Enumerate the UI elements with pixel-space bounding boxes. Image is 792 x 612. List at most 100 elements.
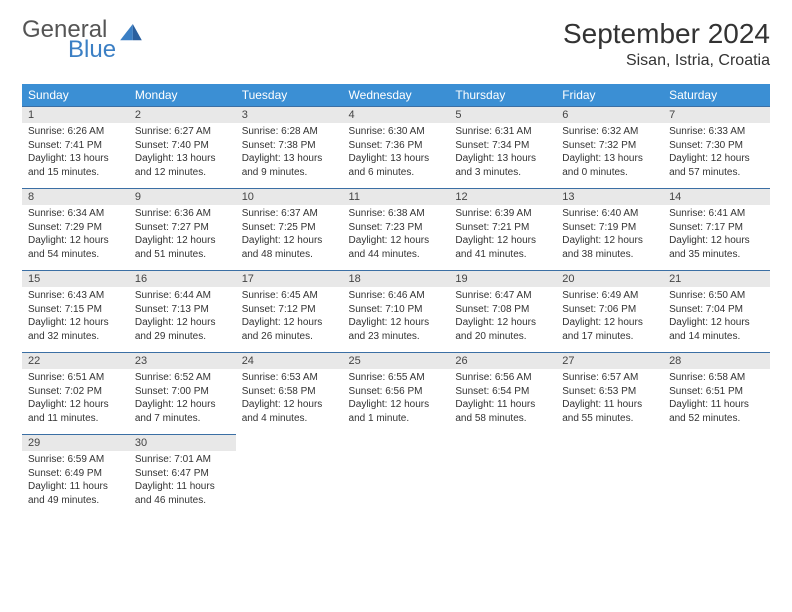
day-body: Sunrise: 6:43 AMSunset: 7:15 PMDaylight:… [22,287,129,347]
day-body: Sunrise: 6:44 AMSunset: 7:13 PMDaylight:… [129,287,236,347]
day-body: Sunrise: 6:30 AMSunset: 7:36 PMDaylight:… [343,123,450,183]
month-title: September 2024 [563,18,770,50]
sunrise-text: Sunrise: 6:43 AM [28,289,123,303]
day-body: Sunrise: 6:59 AMSunset: 6:49 PMDaylight:… [22,451,129,511]
weekday-header: Friday [556,84,663,107]
sunset-text: Sunset: 7:38 PM [242,139,337,153]
sunset-text: Sunset: 7:10 PM [349,303,444,317]
sunset-text: Sunset: 7:25 PM [242,221,337,235]
calendar-day-cell: 22Sunrise: 6:51 AMSunset: 7:02 PMDayligh… [22,353,129,435]
daylight-text: Daylight: 12 hours and 57 minutes. [669,152,764,179]
day-body: Sunrise: 6:37 AMSunset: 7:25 PMDaylight:… [236,205,343,265]
calendar-day-cell: 18Sunrise: 6:46 AMSunset: 7:10 PMDayligh… [343,271,450,353]
day-number: 18 [343,271,450,287]
day-body: Sunrise: 6:57 AMSunset: 6:53 PMDaylight:… [556,369,663,429]
calendar-day-cell: 30Sunrise: 7:01 AMSunset: 6:47 PMDayligh… [129,435,236,517]
day-body: Sunrise: 6:46 AMSunset: 7:10 PMDaylight:… [343,287,450,347]
weekday-header: Tuesday [236,84,343,107]
calendar-day-cell [663,435,770,517]
day-number: 14 [663,189,770,205]
header: General Blue September 2024 Sisan, Istri… [22,18,770,70]
sunrise-text: Sunrise: 6:39 AM [455,207,550,221]
day-number: 11 [343,189,450,205]
day-number: 25 [343,353,450,369]
sunrise-text: Sunrise: 6:40 AM [562,207,657,221]
sunset-text: Sunset: 7:04 PM [669,303,764,317]
calendar-day-cell: 19Sunrise: 6:47 AMSunset: 7:08 PMDayligh… [449,271,556,353]
weekday-header-row: Sunday Monday Tuesday Wednesday Thursday… [22,84,770,107]
calendar-day-cell: 1Sunrise: 6:26 AMSunset: 7:41 PMDaylight… [22,107,129,189]
sunrise-text: Sunrise: 6:46 AM [349,289,444,303]
day-body: Sunrise: 6:52 AMSunset: 7:00 PMDaylight:… [129,369,236,429]
daylight-text: Daylight: 13 hours and 9 minutes. [242,152,337,179]
daylight-text: Daylight: 11 hours and 55 minutes. [562,398,657,425]
calendar-day-cell: 3Sunrise: 6:28 AMSunset: 7:38 PMDaylight… [236,107,343,189]
sunset-text: Sunset: 7:27 PM [135,221,230,235]
calendar-week-row: 15Sunrise: 6:43 AMSunset: 7:15 PMDayligh… [22,271,770,353]
calendar-week-row: 8Sunrise: 6:34 AMSunset: 7:29 PMDaylight… [22,189,770,271]
sunset-text: Sunset: 7:13 PM [135,303,230,317]
sunrise-text: Sunrise: 7:01 AM [135,453,230,467]
day-number: 8 [22,189,129,205]
sunset-text: Sunset: 7:12 PM [242,303,337,317]
day-body: Sunrise: 6:55 AMSunset: 6:56 PMDaylight:… [343,369,450,429]
calendar-day-cell: 25Sunrise: 6:55 AMSunset: 6:56 PMDayligh… [343,353,450,435]
daylight-text: Daylight: 12 hours and 35 minutes. [669,234,764,261]
weekday-header: Sunday [22,84,129,107]
sunset-text: Sunset: 6:49 PM [28,467,123,481]
sunrise-text: Sunrise: 6:56 AM [455,371,550,385]
sunrise-text: Sunrise: 6:41 AM [669,207,764,221]
calendar-day-cell [556,435,663,517]
day-body: Sunrise: 6:41 AMSunset: 7:17 PMDaylight:… [663,205,770,265]
sunset-text: Sunset: 7:41 PM [28,139,123,153]
day-number: 29 [22,435,129,451]
day-body: Sunrise: 6:34 AMSunset: 7:29 PMDaylight:… [22,205,129,265]
daylight-text: Daylight: 12 hours and 17 minutes. [562,316,657,343]
calendar-day-cell: 21Sunrise: 6:50 AMSunset: 7:04 PMDayligh… [663,271,770,353]
sunrise-text: Sunrise: 6:38 AM [349,207,444,221]
calendar-day-cell: 29Sunrise: 6:59 AMSunset: 6:49 PMDayligh… [22,435,129,517]
day-number: 9 [129,189,236,205]
day-body: Sunrise: 6:36 AMSunset: 7:27 PMDaylight:… [129,205,236,265]
day-body: Sunrise: 6:51 AMSunset: 7:02 PMDaylight:… [22,369,129,429]
sunrise-text: Sunrise: 6:28 AM [242,125,337,139]
sunrise-text: Sunrise: 6:45 AM [242,289,337,303]
sunset-text: Sunset: 7:23 PM [349,221,444,235]
day-number: 15 [22,271,129,287]
calendar-day-cell [449,435,556,517]
calendar-day-cell: 4Sunrise: 6:30 AMSunset: 7:36 PMDaylight… [343,107,450,189]
daylight-text: Daylight: 13 hours and 12 minutes. [135,152,230,179]
day-number: 12 [449,189,556,205]
sunset-text: Sunset: 7:40 PM [135,139,230,153]
calendar-week-row: 29Sunrise: 6:59 AMSunset: 6:49 PMDayligh… [22,435,770,517]
day-number: 13 [556,189,663,205]
calendar-day-cell: 10Sunrise: 6:37 AMSunset: 7:25 PMDayligh… [236,189,343,271]
day-number: 28 [663,353,770,369]
day-body: Sunrise: 6:50 AMSunset: 7:04 PMDaylight:… [663,287,770,347]
daylight-text: Daylight: 12 hours and 7 minutes. [135,398,230,425]
daylight-text: Daylight: 13 hours and 6 minutes. [349,152,444,179]
sunrise-text: Sunrise: 6:52 AM [135,371,230,385]
weekday-header: Wednesday [343,84,450,107]
sunrise-text: Sunrise: 6:57 AM [562,371,657,385]
daylight-text: Daylight: 12 hours and 44 minutes. [349,234,444,261]
weekday-header: Saturday [663,84,770,107]
day-body: Sunrise: 6:49 AMSunset: 7:06 PMDaylight:… [556,287,663,347]
sunset-text: Sunset: 7:00 PM [135,385,230,399]
weekday-header: Thursday [449,84,556,107]
daylight-text: Daylight: 12 hours and 54 minutes. [28,234,123,261]
sunset-text: Sunset: 6:58 PM [242,385,337,399]
day-number: 1 [22,107,129,123]
calendar-day-cell: 12Sunrise: 6:39 AMSunset: 7:21 PMDayligh… [449,189,556,271]
day-number: 24 [236,353,343,369]
sunrise-text: Sunrise: 6:59 AM [28,453,123,467]
logo-text: General Blue [22,18,116,62]
calendar-day-cell: 26Sunrise: 6:56 AMSunset: 6:54 PMDayligh… [449,353,556,435]
day-number: 10 [236,189,343,205]
logo: General Blue [22,18,142,62]
sunrise-text: Sunrise: 6:47 AM [455,289,550,303]
daylight-text: Daylight: 13 hours and 0 minutes. [562,152,657,179]
sunset-text: Sunset: 7:17 PM [669,221,764,235]
day-number: 2 [129,107,236,123]
day-number: 4 [343,107,450,123]
